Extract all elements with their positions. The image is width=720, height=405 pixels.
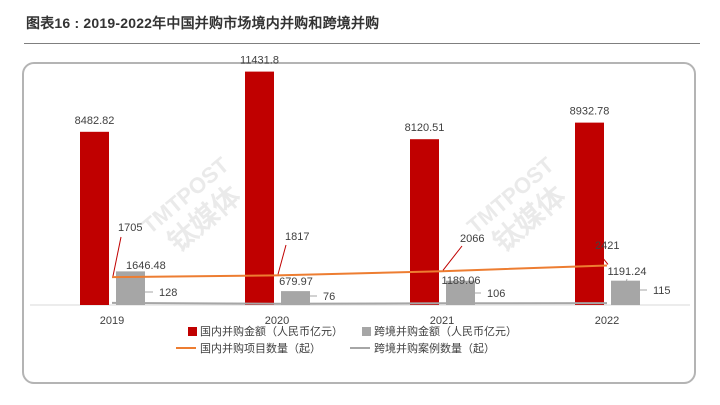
leader-line <box>112 236 122 277</box>
leader-line <box>597 251 609 265</box>
legend-label: 国内并购项目数量（起） <box>200 341 321 355</box>
page-title: 图表16 : 2019-2022年中国并购市场境内并购和跨境并购 <box>26 15 380 31</box>
data-label-domestic-count: 1705 <box>118 222 142 234</box>
leader-line <box>442 245 463 271</box>
line-crossborder-count <box>111 301 608 305</box>
data-label-domestic-amount: 8120.51 <box>405 122 445 134</box>
x-tick-label: 2021 <box>430 315 454 327</box>
data-label-crossborder-count: 128 <box>159 287 177 299</box>
data-label-domestic-amount: 8932.78 <box>570 106 610 118</box>
bar-domestic-amount <box>575 122 604 305</box>
legend-label: 国内并购金额（人民币亿元） <box>200 324 343 338</box>
bar-domestic-amount <box>410 139 439 305</box>
data-label-domestic-count: 2421 <box>595 240 619 252</box>
data-label-crossborder-count: 76 <box>323 291 335 303</box>
data-label-crossborder-count: 115 <box>653 285 671 297</box>
data-label-crossborder-amount: 679.97 <box>279 276 313 288</box>
data-label-domestic-count: 1817 <box>285 231 309 243</box>
legend-swatch <box>362 327 371 336</box>
data-label-crossborder-amount: 1646.48 <box>126 260 166 272</box>
plot-area: 8482.82 2019 11431.8 2020 8120.51 2021 8932.78… <box>30 55 690 327</box>
leader-line <box>277 244 287 275</box>
data-label-crossborder-amount: 1191.24 <box>608 266 647 278</box>
x-tick-label: 2019 <box>100 315 124 327</box>
x-tick-label: 2020 <box>265 315 289 327</box>
data-label-domestic-amount: 11431.8 <box>240 55 279 67</box>
legend-swatch <box>188 327 197 336</box>
data-label-domestic-amount: 8482.82 <box>75 115 115 127</box>
legend-label: 跨境并购案例数量（起） <box>374 341 495 355</box>
watermark: TMTPOST 钛媒体 TMTPOST 钛媒体 <box>137 152 572 258</box>
data-label-domestic-count: 2066 <box>460 233 484 245</box>
bar-domestic-amount <box>80 131 109 305</box>
leader-line <box>624 278 628 287</box>
line-domestic-count <box>111 264 608 279</box>
x-tick-label: 2022 <box>595 315 619 327</box>
data-label-crossborder-count: 106 <box>487 288 505 300</box>
legend: 国内并购金额（人民币亿元） 跨境并购金额（人民币亿元） 国内并购项目数量（起） 跨境并… <box>176 324 517 355</box>
bar-crossborder-amount <box>446 280 475 305</box>
bar-crossborder-amount <box>281 291 310 305</box>
data-label-crossborder-amount: 1189.06 <box>442 275 481 287</box>
bar-domestic-amount <box>245 71 274 305</box>
legend-label: 跨境并购金额（人民币亿元） <box>374 324 517 338</box>
title-divider <box>24 43 700 44</box>
